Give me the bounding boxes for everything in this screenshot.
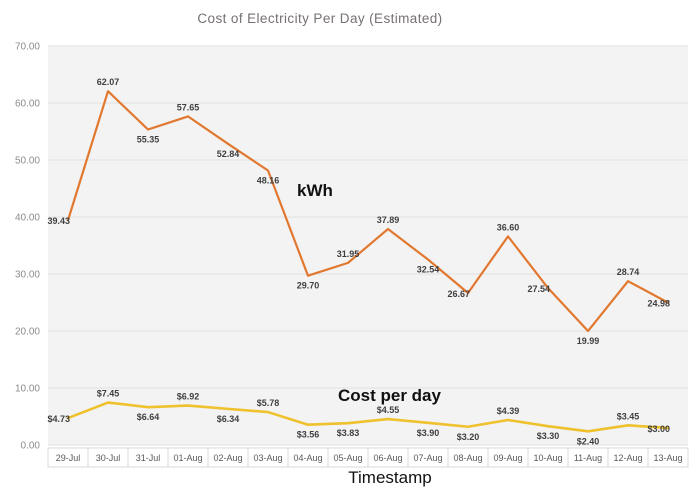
x-tick-label: 11-Aug: [574, 453, 602, 463]
x-tick-label: 09-Aug: [493, 453, 522, 463]
data-label: $6.64: [137, 412, 160, 422]
data-label: $3.20: [457, 432, 480, 442]
data-label: $3.45: [617, 411, 640, 421]
y-tick-label: 10.00: [15, 384, 40, 395]
data-label: $4.55: [377, 405, 400, 415]
x-tick-label: 29-Jul: [56, 453, 81, 463]
data-label: $4.73: [47, 414, 70, 424]
data-label: 39.43: [47, 216, 70, 226]
x-tick-label: 10-Aug: [533, 453, 562, 463]
x-tick-label: 13-Aug: [653, 453, 682, 463]
series-line-kwh: [66, 90, 670, 333]
y-tick-label: 40.00: [15, 213, 40, 224]
x-tick-label: 01-Aug: [173, 453, 202, 463]
series-line-cost-per-day: [66, 401, 670, 433]
x-tick-label: 06-Aug: [373, 453, 402, 463]
data-label: 62.07: [97, 77, 120, 87]
x-tick-label: 08-Aug: [453, 453, 482, 463]
data-label: $3.00: [647, 424, 670, 434]
data-label: 26.67: [447, 289, 470, 299]
y-tick-label: 60.00: [15, 99, 40, 110]
data-label: 37.89: [377, 215, 400, 225]
data-label: 55.35: [137, 135, 160, 145]
x-tick-label: 07-Aug: [413, 453, 442, 463]
data-label: 32.54: [417, 265, 440, 275]
data-label: $7.45: [97, 389, 120, 399]
x-tick-label: 03-Aug: [253, 453, 282, 463]
x-tick-label: 02-Aug: [213, 453, 242, 463]
data-label: 29.70: [297, 281, 320, 291]
y-tick-label: 30.00: [15, 270, 40, 281]
data-label: 28.74: [617, 267, 640, 277]
data-label: $3.56: [297, 430, 320, 440]
x-tick-cell: [647, 447, 689, 468]
data-label: 24.98: [647, 299, 670, 309]
data-label: 31.95: [337, 249, 360, 259]
data-label: 36.60: [497, 222, 520, 232]
y-tick-label: 0.00: [21, 441, 41, 452]
data-label: 52.84: [217, 149, 240, 159]
y-tick-label: 50.00: [15, 156, 40, 167]
y-tick-label: 20.00: [15, 327, 40, 338]
data-label: $3.90: [417, 428, 440, 438]
data-label: $6.34: [217, 414, 240, 424]
chart-title: Cost of Electricity Per Day (Estimated): [197, 11, 443, 26]
data-label: $3.83: [337, 428, 360, 438]
x-axis-title: Timestamp: [348, 468, 432, 487]
x-tick-label: 12-Aug: [613, 453, 642, 463]
x-tick-label: 05-Aug: [333, 453, 362, 463]
data-label: 27.54: [527, 284, 550, 294]
data-label: $2.40: [577, 436, 600, 446]
data-label: 48.16: [257, 175, 280, 185]
x-tick-label: 31-Jul: [136, 453, 161, 463]
data-label: $3.30: [537, 431, 560, 441]
series-annotation: Cost per day: [338, 386, 442, 405]
data-label: $4.39: [497, 406, 520, 416]
x-tick-label: 04-Aug: [293, 453, 322, 463]
y-tick-label: 70.00: [15, 42, 40, 53]
data-label: $5.78: [257, 398, 280, 408]
series-annotation: kWh: [297, 181, 333, 200]
data-label: 57.65: [177, 102, 200, 112]
x-tick-label: 30-Jul: [96, 453, 121, 463]
data-label: 19.99: [577, 336, 600, 346]
data-label: $6.92: [177, 392, 200, 402]
